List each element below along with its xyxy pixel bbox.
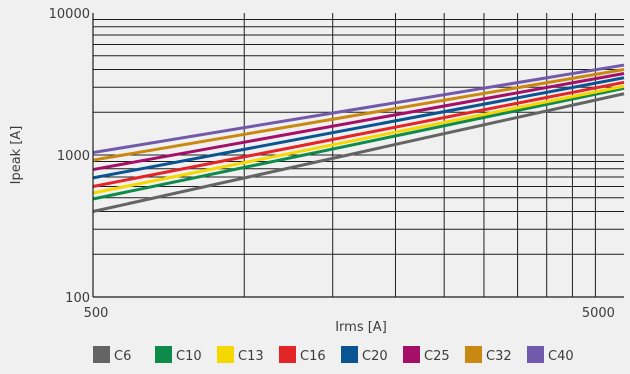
legend-swatch xyxy=(93,346,110,363)
legend-label: C20 xyxy=(362,349,388,364)
series-line-c16 xyxy=(92,80,625,188)
legend-item-c10: C10 xyxy=(155,346,202,364)
ticks-layer: 100 1000 10000 500 5000 xyxy=(49,7,615,321)
legend-item-c25: C25 xyxy=(403,346,450,364)
legend-item-c6: C6 xyxy=(93,346,131,364)
legend-swatch xyxy=(279,346,296,363)
y-tick-label: 10000 xyxy=(49,7,90,22)
grid-layer xyxy=(93,13,624,297)
legend-item-c16: C16 xyxy=(279,346,326,364)
legend-item-c13: C13 xyxy=(217,346,264,364)
legend-label: C40 xyxy=(548,349,574,364)
legend-swatch xyxy=(341,346,358,363)
legend-label: C10 xyxy=(176,349,202,364)
legend-label: C32 xyxy=(486,349,512,364)
y-tick-label: 1000 xyxy=(57,149,90,164)
legend-item-c40: C40 xyxy=(527,346,574,364)
legend-item-c32: C32 xyxy=(465,346,512,364)
y-axis-label: Ipeak [A] xyxy=(9,126,24,185)
legend-label: C6 xyxy=(114,349,131,364)
x-tick-label: 5000 xyxy=(582,306,615,321)
series-line-c20 xyxy=(92,76,625,180)
legend-label: C13 xyxy=(238,349,264,364)
series-layer xyxy=(92,63,625,213)
y-tick-label: 100 xyxy=(65,291,90,306)
legend-label: C16 xyxy=(300,349,326,364)
series-line-c13 xyxy=(92,84,625,195)
series-line-c32 xyxy=(92,68,625,162)
legend-swatch xyxy=(217,346,234,363)
x-tick-label: 500 xyxy=(84,306,109,321)
legend-swatch xyxy=(403,346,420,363)
x-axis-label: Irms [A] xyxy=(335,320,387,335)
legend-label: C25 xyxy=(424,349,450,364)
series-line-c6 xyxy=(92,92,625,213)
series-line-c25 xyxy=(92,72,625,172)
series-line-c10 xyxy=(92,86,625,201)
legend-swatch xyxy=(465,346,482,363)
legend-swatch xyxy=(155,346,172,363)
frame-layer xyxy=(92,13,624,298)
legend: C6 C10 C13 C16 C20 C25 C32 C40 xyxy=(93,346,574,364)
legend-item-c20: C20 xyxy=(341,346,388,364)
series-line-c40 xyxy=(92,63,625,155)
legend-swatch xyxy=(527,346,544,363)
